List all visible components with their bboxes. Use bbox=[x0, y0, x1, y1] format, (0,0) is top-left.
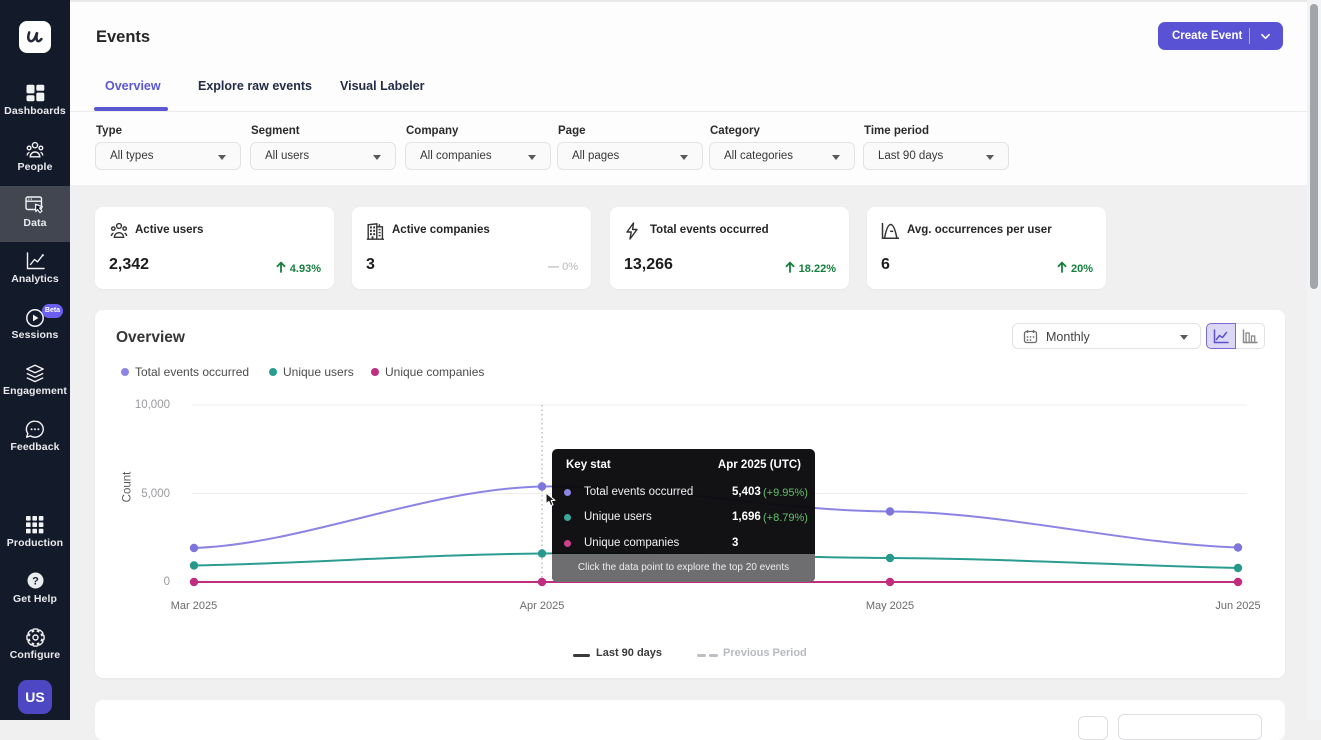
svg-text:?: ? bbox=[32, 575, 39, 587]
